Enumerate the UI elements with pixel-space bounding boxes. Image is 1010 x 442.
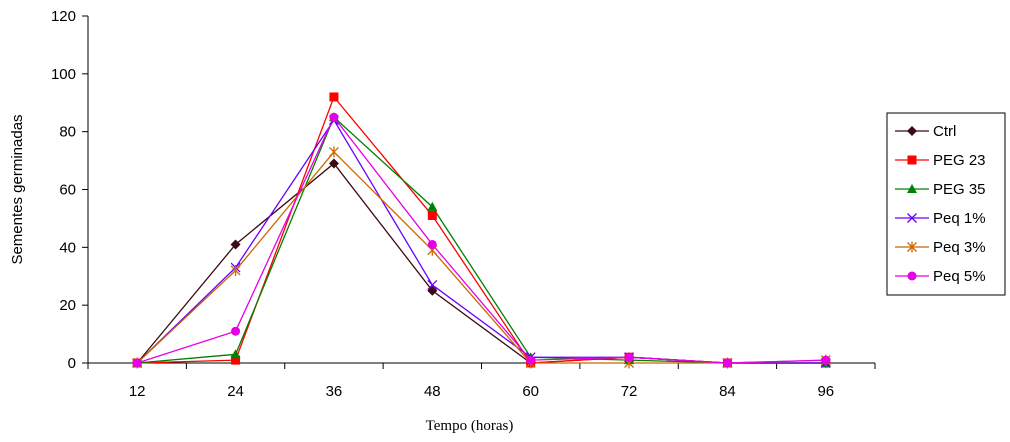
x-tick-label: 72 [621,383,638,400]
data-point [329,92,339,102]
series-line [137,95,826,364]
y-axis-title: Sementes germinadas [9,114,26,264]
y-tick-label: 60 [59,182,76,199]
legend-box [886,112,1006,296]
legend-label: Ctrl [933,123,956,140]
series-markers-5 [132,112,831,368]
legend-label: Peq 5% [933,268,986,285]
data-point [132,358,142,368]
y-tick-label: 100 [51,66,76,83]
legend-item: Peq 1% [895,210,986,227]
data-point [821,355,831,365]
data-point [230,349,241,359]
x-tick-label: 24 [227,383,244,400]
legend-marker [907,126,917,136]
data-point [624,352,634,362]
x-tick-label: 60 [522,383,539,400]
y-tick-label: 0 [68,355,76,372]
legend-item: Peq 5% [895,268,986,285]
legend-label: Peq 3% [933,239,986,256]
legend-marker [907,271,917,281]
data-point [427,239,437,249]
series-5 [136,115,826,364]
legend: Ctrl PEG 23 PEG 35 Peq 1% Peq 3% Peq 5% [886,112,1006,296]
y-tick-label: 20 [59,297,76,314]
x-tick-label: 84 [719,383,736,400]
data-point [722,358,732,368]
series-4 [136,150,826,364]
data-point [231,355,241,365]
legend-label: PEG 35 [933,181,986,198]
plot-area: 0 20 40 60 80 100 120 12 24 36 48 60 72 84 96 [51,8,876,400]
x-tick-label: 12 [129,383,146,400]
y-tick-label: 80 [59,124,76,141]
series-line [136,115,826,364]
legend-marker [907,241,917,253]
legend-item: Peq 3% [895,239,986,256]
data-point [427,211,437,221]
y-tick-label: 40 [59,239,76,256]
series-markers-0 [132,158,831,368]
data-point [329,112,339,122]
data-point [328,146,339,158]
x-tick-label: 96 [817,383,834,400]
legend-label: Peq 1% [933,210,986,227]
data-point [230,239,241,250]
x-tick-label: 36 [326,383,343,400]
x-tick-label: 48 [424,383,441,400]
data-point [231,326,241,336]
legend-label: PEG 23 [933,152,986,169]
legend-item: Ctrl [895,123,956,140]
series-1 [137,95,826,364]
legend-item: PEG 35 [895,181,986,198]
x-axis-title: Tempo (horas) [426,418,514,434]
data-point [328,158,339,169]
legend-marker [907,213,917,223]
series-line [136,162,826,364]
series-line [136,150,826,364]
legend-marker [907,184,917,193]
legend-item: PEG 23 [895,152,986,169]
data-point [427,201,438,211]
data-point [427,279,438,290]
data-point [230,264,241,276]
legend-marker [907,155,917,165]
y-tick-label: 120 [51,8,76,25]
series-0 [136,162,826,364]
data-point [526,355,536,365]
